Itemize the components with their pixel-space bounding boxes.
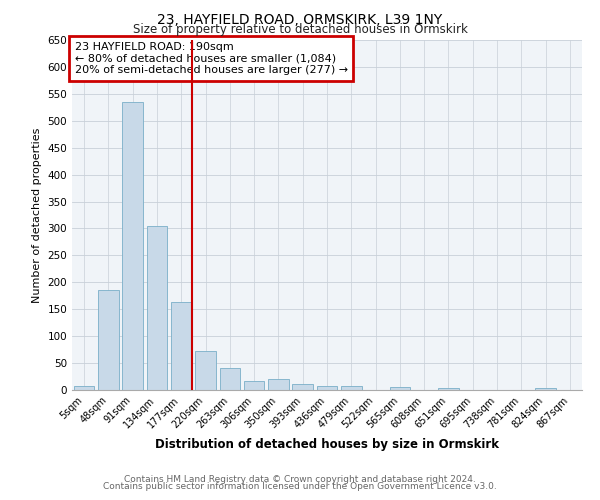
Y-axis label: Number of detached properties: Number of detached properties — [32, 128, 42, 302]
Bar — [98, 290, 119, 390]
Bar — [220, 368, 240, 390]
Bar — [244, 381, 265, 390]
Bar — [341, 386, 362, 390]
Text: 23 HAYFIELD ROAD: 190sqm
← 80% of detached houses are smaller (1,084)
20% of sem: 23 HAYFIELD ROAD: 190sqm ← 80% of detach… — [74, 42, 347, 75]
Text: Contains HM Land Registry data © Crown copyright and database right 2024.: Contains HM Land Registry data © Crown c… — [124, 475, 476, 484]
Text: 23, HAYFIELD ROAD, ORMSKIRK, L39 1NY: 23, HAYFIELD ROAD, ORMSKIRK, L39 1NY — [157, 12, 443, 26]
Text: Size of property relative to detached houses in Ormskirk: Size of property relative to detached ho… — [133, 22, 467, 36]
Bar — [268, 379, 289, 390]
Bar — [146, 226, 167, 390]
X-axis label: Distribution of detached houses by size in Ormskirk: Distribution of detached houses by size … — [155, 438, 499, 451]
Bar — [122, 102, 143, 390]
Bar — [171, 302, 191, 390]
Bar — [317, 386, 337, 390]
Bar — [535, 388, 556, 390]
Bar — [195, 350, 216, 390]
Text: Contains public sector information licensed under the Open Government Licence v3: Contains public sector information licen… — [103, 482, 497, 491]
Bar — [74, 386, 94, 390]
Bar — [292, 384, 313, 390]
Bar — [389, 388, 410, 390]
Bar — [438, 388, 459, 390]
